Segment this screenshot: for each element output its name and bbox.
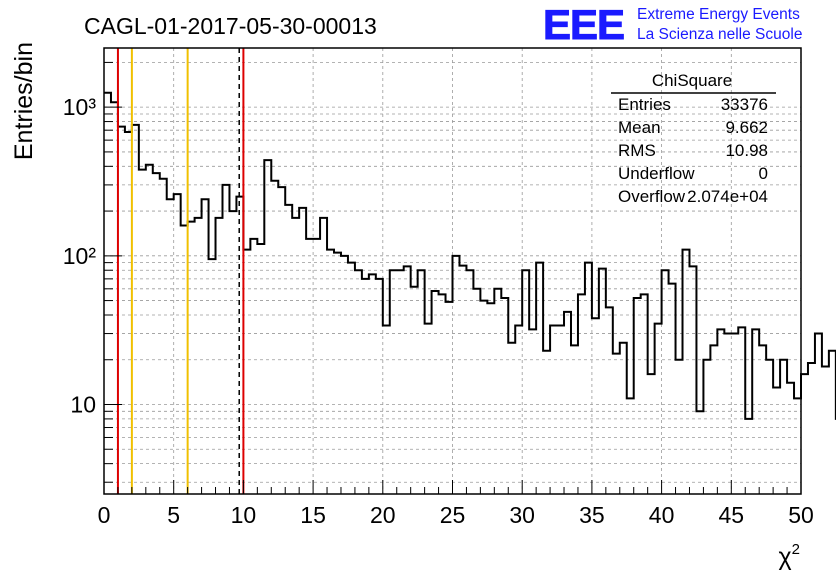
x-tick-label: 25: [440, 502, 466, 528]
y-axis-label: Entries/bin: [10, 42, 38, 160]
x-tick-label: 10: [231, 502, 257, 528]
org-subtitle: La Scienza nelle Scuole: [637, 26, 802, 43]
stats-label-mean: Mean: [618, 118, 661, 137]
histogram-layer: [104, 91, 836, 420]
eee-logo: EEE: [543, 1, 624, 48]
axis-ticks-layer: 0 5 10 15 20 25 30 35 40 45 50 10 10² 10³: [63, 61, 814, 528]
y-tick-label: 10: [70, 391, 96, 417]
x-tick-label: 30: [509, 502, 535, 528]
stats-title: ChiSquare: [652, 71, 732, 90]
stats-value-entries: 33376: [721, 95, 768, 114]
stats-value-overflow: 2.074e+04: [687, 187, 768, 206]
x-axis-label: χ2: [779, 541, 800, 571]
y-tick-label: 10²: [63, 243, 97, 269]
stats-value-underflow: 0: [759, 164, 768, 183]
stats-label-underflow: Underflow: [618, 164, 695, 183]
x-tick-label: 40: [649, 502, 675, 528]
y-tick-label: 10³: [63, 94, 97, 120]
x-tick-label: 50: [788, 502, 814, 528]
stats-label-entries: Entries: [618, 95, 671, 114]
x-tick-label: 5: [167, 502, 180, 528]
histogram-outline: [104, 91, 836, 420]
stats-label-rms: RMS: [618, 141, 656, 160]
stats-box: ChiSquare Entries 33376 Mean 9.662 RMS 1…: [611, 71, 776, 206]
chart-title: CAGL-01-2017-05-30-00013: [84, 13, 377, 39]
org-name: Extreme Energy Events: [637, 6, 800, 23]
stats-value-rms: 10.98: [725, 141, 768, 160]
x-tick-label: 0: [98, 502, 111, 528]
x-tick-label: 35: [579, 502, 605, 528]
marker-lines-layer: [116, 48, 245, 494]
x-tick-label: 45: [719, 502, 745, 528]
stats-value-mean: 9.662: [725, 118, 768, 137]
x-tick-label: 15: [300, 502, 326, 528]
stats-label-overflow: Overflow: [618, 187, 686, 206]
x-tick-label: 20: [370, 502, 396, 528]
